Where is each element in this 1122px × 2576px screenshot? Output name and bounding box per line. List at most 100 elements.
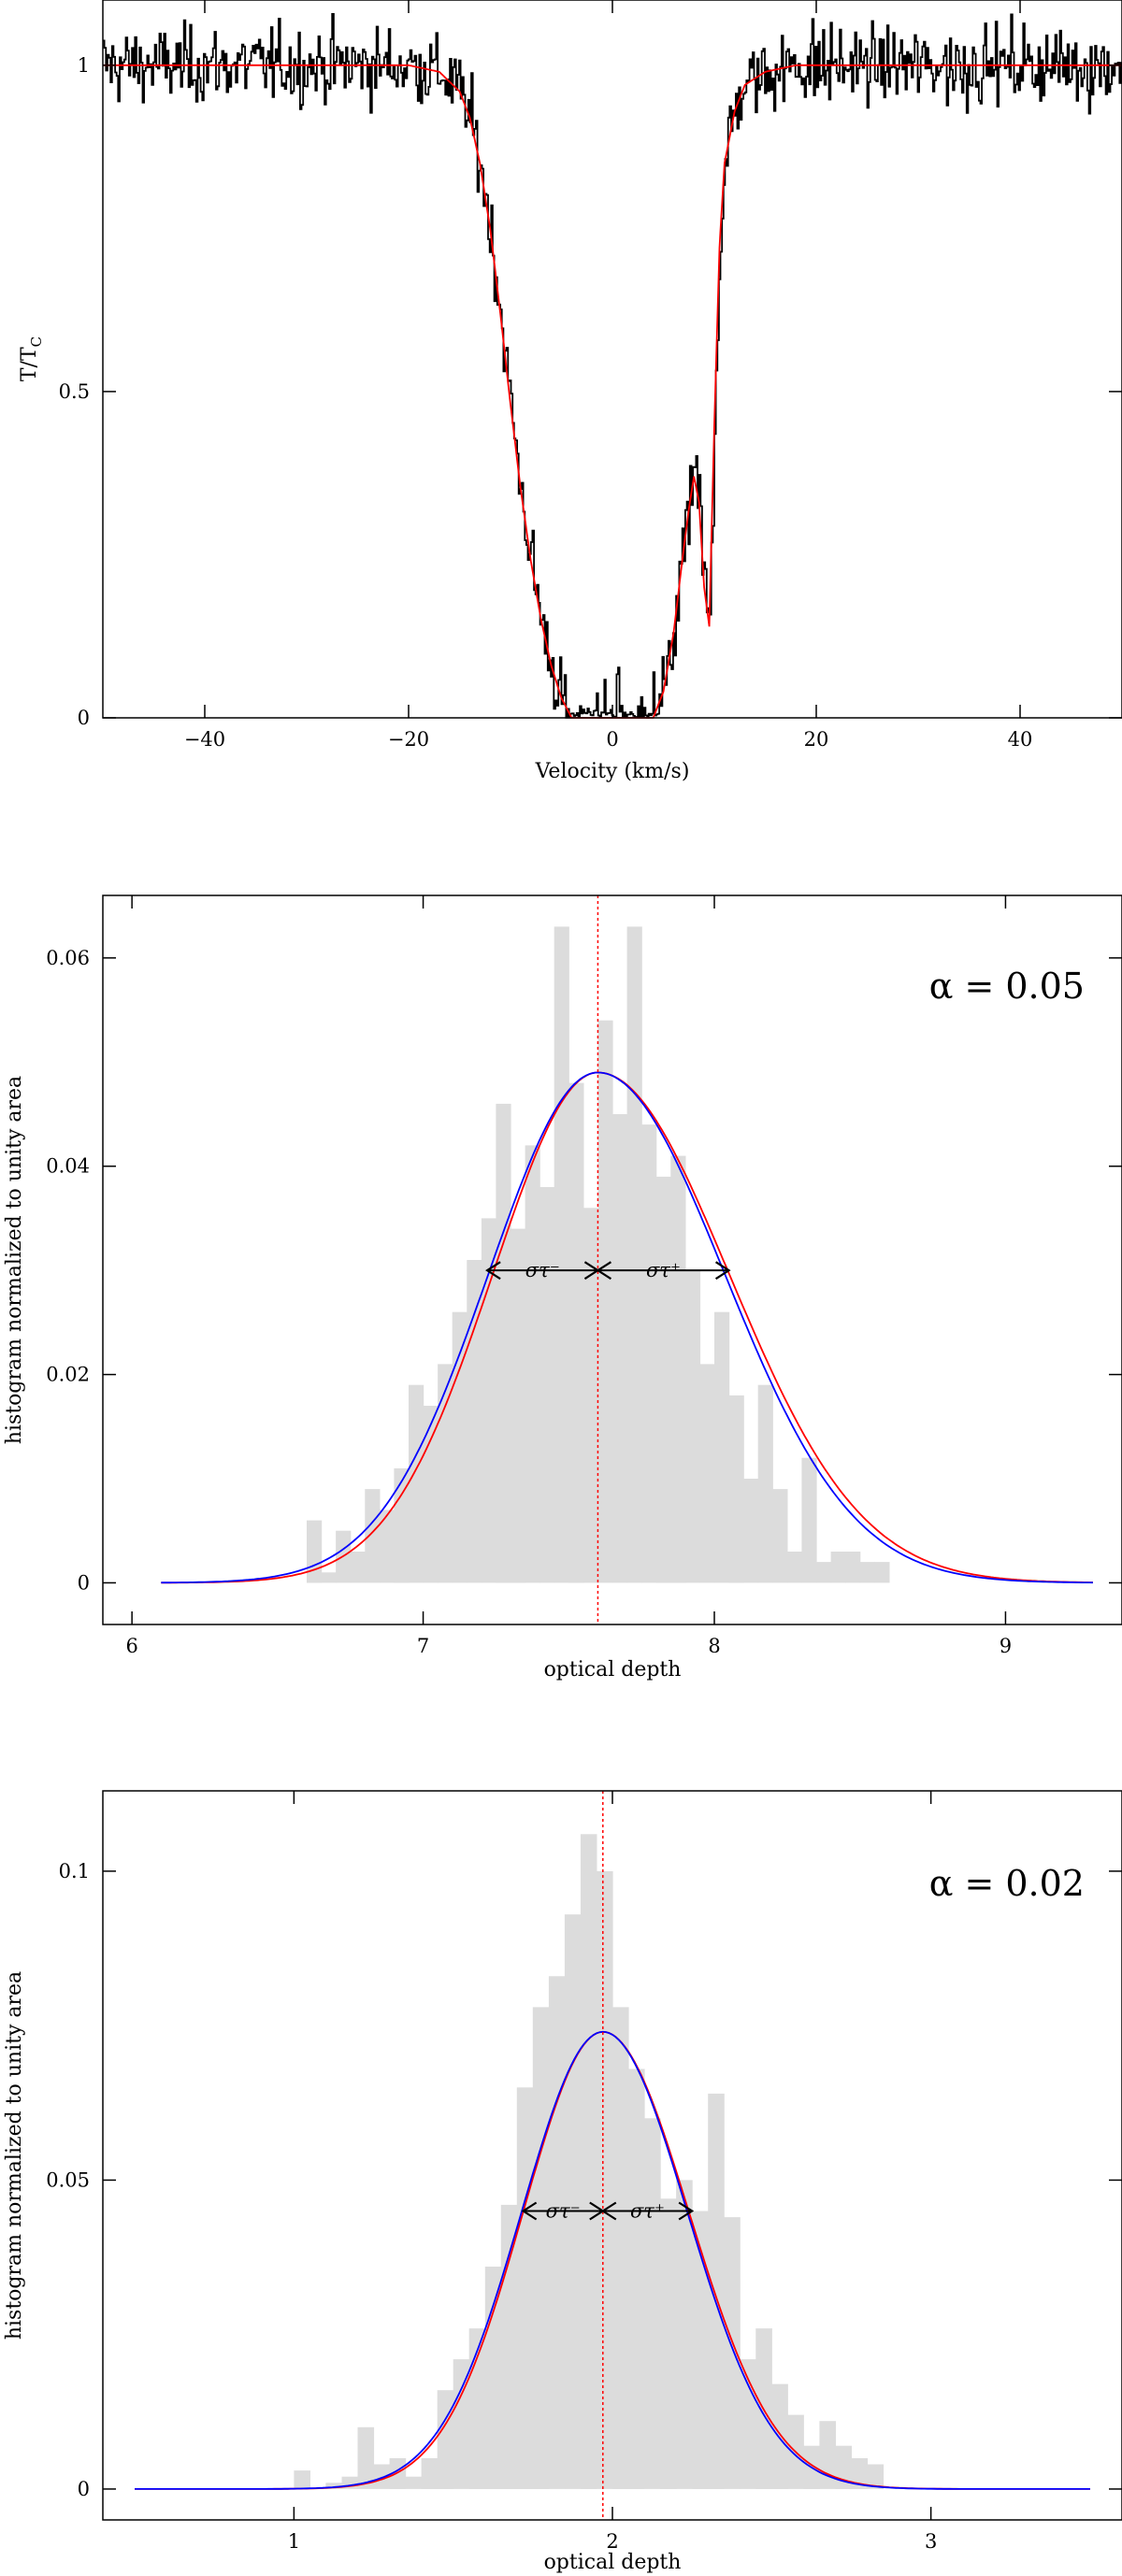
histogram-1-histogram-bar xyxy=(772,1489,788,1583)
histogram-1-y-axis-label: histogram normalized to unity area xyxy=(3,1076,26,1444)
histogram-1-sigma-plus-arrow-head xyxy=(714,1261,731,1281)
spectrum-model-fit-line xyxy=(103,64,1122,719)
histogram-2-x-tick-label: 2 xyxy=(606,2530,618,2553)
histogram-1-plot-area: στ⁻ στ⁺ xyxy=(161,895,1093,1624)
histogram-1-histogram-bar xyxy=(597,1020,613,1583)
histogram-2-y-tick-label: 0.05 xyxy=(46,2168,90,2191)
histogram-2-histogram-bar xyxy=(532,2007,550,2489)
histogram-2-x-axis-label: optical depth xyxy=(544,2551,682,2574)
histogram-1-sigma-minus-label: στ⁻ xyxy=(525,1259,560,1281)
histogram-2-histogram-bar xyxy=(708,2093,725,2489)
spectrum-ticks: −40 −20 0 20 40 0 0.5 1 xyxy=(59,0,1122,751)
histogram-2-sigma-plus-label: στ⁺ xyxy=(630,2200,665,2223)
histogram-2-histogram-bar xyxy=(437,2390,454,2489)
histogram-2-ticks: 1 2 3 0 0.05 0.1 xyxy=(46,1791,1122,2553)
histogram-panel-1: στ⁻ στ⁺ 6 7 8 9 0 0.02 0.04 0.06 optical depth h… xyxy=(3,894,1122,1682)
histogram-2-histogram-bar xyxy=(692,2211,709,2489)
spectrum-y-tick-label: 1 xyxy=(78,54,90,77)
histogram-2-histogram-bar xyxy=(580,1834,597,2489)
histogram-2-sigma-minus-label: στ⁻ xyxy=(546,2200,581,2223)
histogram-1-histogram-bar xyxy=(845,1552,861,1583)
histogram-2-histogram-bar xyxy=(357,2426,375,2489)
histogram-1-histogram-bar xyxy=(539,1187,555,1583)
histogram-2-histogram-bar xyxy=(867,2464,885,2489)
histogram-2-histogram-bar xyxy=(421,2457,439,2489)
histogram-2-histogram-bar xyxy=(628,2068,645,2489)
histogram-2-histogram-bar xyxy=(851,2457,869,2489)
spectrum-y-axis-label: T/TC xyxy=(18,336,45,381)
histogram-1-histogram-bar xyxy=(830,1552,846,1583)
histogram-1-histogram-bar xyxy=(379,1510,396,1583)
histogram-1-histogram-bar xyxy=(394,1467,410,1583)
histogram-2-histogram-bar xyxy=(771,2383,788,2489)
histogram-2-histogram-bar xyxy=(389,2457,407,2489)
histogram-1-histogram-bar xyxy=(496,1103,511,1583)
histogram-1-histogram-bar xyxy=(728,1395,744,1583)
histogram-1-y-tick-label: 0 xyxy=(78,1571,90,1594)
histogram-1-histogram-bar xyxy=(568,1082,584,1583)
histogram-2-histogram-bar xyxy=(484,2267,502,2489)
histogram-2-histogram-bar xyxy=(597,1870,613,2489)
histogram-1-x-tick-label: 6 xyxy=(125,1635,137,1657)
histogram-2-histogram-bar xyxy=(453,2359,470,2489)
histogram-1-histogram-bar xyxy=(859,1562,875,1583)
spectrum-x-axis-label: Velocity (km/s) xyxy=(535,760,690,783)
histogram-2-x-tick-label: 1 xyxy=(288,2530,300,2553)
histogram-2-sigma-minus-arrow-head xyxy=(521,2201,538,2221)
histogram-1-x-tick-label: 8 xyxy=(708,1635,720,1657)
histogram-1-y-tick-label: 0.02 xyxy=(46,1364,90,1386)
histogram-1-ticks: 6 7 8 9 0 0.02 0.04 0.06 xyxy=(46,895,1122,1657)
histogram-1-histogram-bar xyxy=(757,1384,773,1583)
histogram-1-histogram-bar xyxy=(423,1406,439,1583)
histogram-1-sigma-plus-arrow-head xyxy=(596,1261,612,1281)
spectrum-observed-line xyxy=(103,13,1122,719)
histogram-2-histogram-bar xyxy=(612,2007,629,2489)
histogram-2-histogram-bar xyxy=(564,1914,582,2489)
histogram-1-histogram-bar xyxy=(409,1384,424,1583)
histogram-1-sigma-plus-label: στ⁺ xyxy=(646,1259,681,1281)
histogram-2-histogram-bar xyxy=(500,2204,518,2489)
histogram-2-histogram-bar xyxy=(724,2217,741,2489)
histogram-1-histogram-bar xyxy=(511,1228,526,1583)
histogram-1-histogram-bar xyxy=(786,1552,803,1583)
spectrum-x-tick-label: −20 xyxy=(388,728,429,751)
histogram-1-histogram-bar xyxy=(612,1114,628,1583)
histogram-2-histogram-bar xyxy=(405,2476,423,2489)
histogram-2-histogram-bar xyxy=(660,2198,677,2489)
histogram-1-x-axis-label: optical depth xyxy=(544,1658,682,1682)
histogram-1-histogram-bar xyxy=(655,1176,671,1583)
histogram-1-sigma-minus-arrow-head xyxy=(485,1261,501,1281)
histogram-1-histogram-bar xyxy=(743,1479,759,1583)
histogram-2-histogram-bar xyxy=(294,2470,310,2489)
histogram-1-histogram-bar xyxy=(816,1562,832,1583)
histogram-1-histogram-bar xyxy=(641,1124,657,1583)
histogram-1-histogram-bar xyxy=(467,1260,482,1583)
histogram-1-histogram-bar xyxy=(307,1520,323,1583)
spectrum-x-tick-label: 40 xyxy=(1008,728,1033,751)
histogram-2-histogram-bar xyxy=(676,2180,693,2489)
histogram-2-y-axis-label: histogram normalized to unity area xyxy=(3,1971,26,2340)
histogram-1-histogram-bar xyxy=(583,1208,599,1583)
histogram-2-histogram-bar xyxy=(548,1976,566,2489)
histogram-1-x-tick-label: 9 xyxy=(1000,1635,1012,1657)
histogram-2-alpha-annotation: α = 0.02 xyxy=(929,1863,1085,1904)
histogram-2-sigma-plus-arrow-head xyxy=(678,2201,695,2221)
histogram-1-x-tick-label: 7 xyxy=(417,1635,429,1657)
spectrum-plot-area xyxy=(103,13,1122,719)
histogram-1-histogram-bar xyxy=(714,1311,730,1583)
histogram-2-y-tick-label: 0.1 xyxy=(59,1860,90,1882)
histogram-1-histogram-bar xyxy=(670,1155,686,1583)
histogram-2-histogram-bar xyxy=(644,2118,661,2489)
histogram-1-histogram-bar xyxy=(321,1572,337,1583)
histogram-2-histogram-bar xyxy=(516,2087,534,2489)
histogram-1-histogram-bar xyxy=(481,1218,497,1583)
histogram-2-sigma-plus-arrow-head xyxy=(600,2201,617,2221)
histogram-panel-2: στ⁻ στ⁺ 1 2 3 0 0.05 0.1 optical depth histogr… xyxy=(3,1790,1122,2574)
histogram-1-y-tick-label: 0.04 xyxy=(46,1155,90,1178)
histogram-2-x-tick-label: 3 xyxy=(925,2530,937,2553)
histogram-1-gaussian-fit-curve xyxy=(161,1071,1093,1584)
histogram-2-histogram-bar xyxy=(373,2464,391,2489)
histogram-1-histogram-bar xyxy=(438,1364,453,1583)
histogram-2-gaussian-fit-curve xyxy=(135,2030,1090,2490)
